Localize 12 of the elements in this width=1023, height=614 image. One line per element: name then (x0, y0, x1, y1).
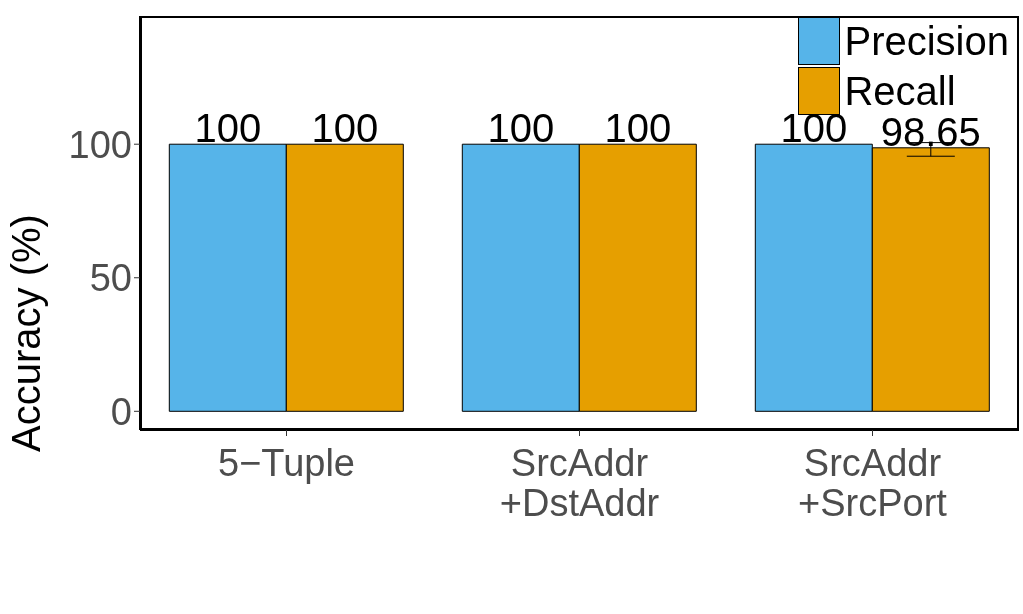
legend-label: Precision (844, 18, 1009, 64)
y-tick-label: 50 (89, 257, 132, 300)
data-label: 100 (194, 106, 262, 151)
y-tick-label: 100 (68, 123, 132, 166)
x-tick-label: SrcAddr +DstAddr (499, 442, 660, 524)
data-label: 100 (311, 106, 379, 151)
x-tick-label: 5−Tuple (218, 442, 355, 484)
data-label: 100 (487, 106, 555, 151)
y-tick-label: 0 (110, 390, 132, 433)
y-axis-title: Accuracy (%) (4, 214, 49, 452)
data-label: 100 (604, 106, 672, 151)
x-tick-label: SrcAddr +SrcPort (798, 442, 948, 524)
